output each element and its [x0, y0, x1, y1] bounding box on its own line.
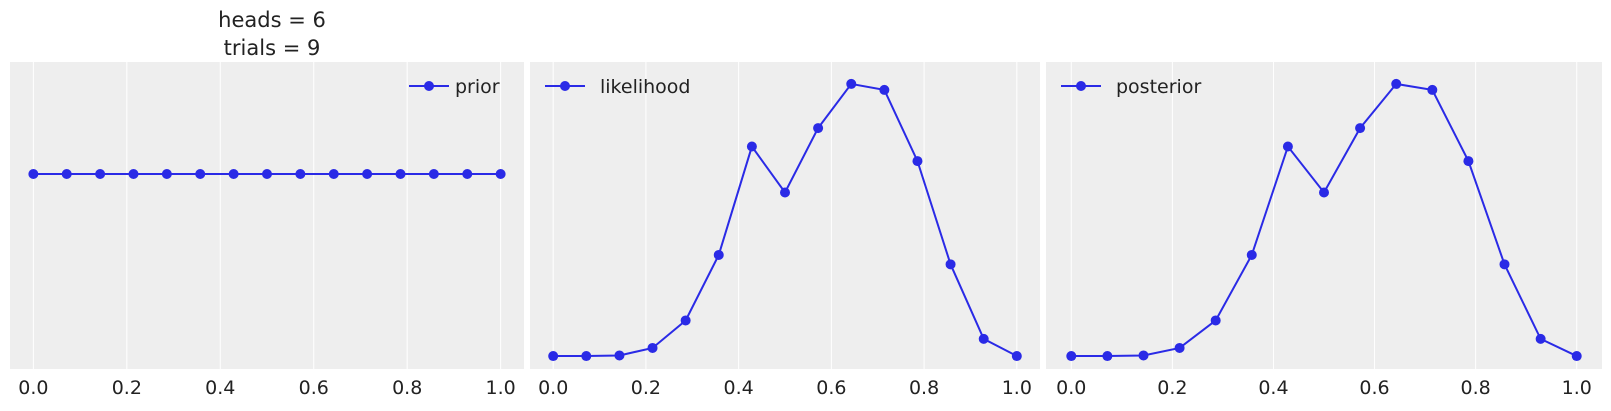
data-point [978, 333, 989, 344]
data-point [495, 168, 506, 179]
data-point [1355, 123, 1366, 134]
figure-title-line-1: heads = 6 [218, 8, 326, 32]
legend: likelihood [545, 76, 690, 98]
x-tick-label: 0.2 [1157, 377, 1187, 399]
x-tick-label: 0.4 [205, 377, 235, 399]
data-point [428, 168, 439, 179]
data-point [614, 350, 625, 361]
x-tick-label: 0.4 [1258, 377, 1288, 399]
plot-area [530, 62, 1040, 369]
data-point [548, 351, 559, 362]
data-point [95, 168, 106, 179]
plot-area [1046, 62, 1602, 369]
panel-1: 0.0 0.2 0.4 0.6 0.8 1.0 prior [10, 62, 524, 399]
legend: posterior [1061, 76, 1201, 98]
data-point [1535, 333, 1546, 344]
panels: 0.0 0.2 0.4 0.6 0.8 1.0 prior 0.0 0.2 0.4 0.6 0.8 1.… [10, 62, 1602, 399]
x-tick-label: 0.6 [299, 377, 329, 399]
x-tick-label: 0.6 [816, 377, 846, 399]
legend-label: posterior [1116, 76, 1201, 98]
x-tick-label: 0.8 [392, 377, 422, 399]
data-point [128, 168, 139, 179]
data-point [846, 78, 857, 89]
data-point [912, 156, 923, 167]
data-point [713, 249, 724, 260]
legend: prior [409, 76, 500, 98]
legend-marker [424, 81, 434, 91]
panel-3: 0.0 0.2 0.4 0.6 0.8 1.0 posterior [1046, 62, 1602, 399]
data-point [1319, 187, 1329, 198]
data-point [1138, 350, 1149, 361]
data-point [362, 168, 373, 179]
data-point [161, 168, 172, 179]
x-tick-label: 0.0 [538, 377, 568, 399]
data-point [1571, 351, 1582, 362]
data-point [1066, 351, 1077, 362]
legend-marker [1076, 81, 1086, 91]
data-point [262, 168, 272, 179]
data-point [1210, 315, 1221, 326]
x-tick-label: 1.0 [1002, 377, 1032, 399]
data-point [1391, 78, 1402, 89]
data-point [647, 342, 658, 353]
data-point [680, 315, 691, 326]
data-point [879, 84, 890, 95]
data-point [1463, 156, 1474, 167]
x-tick-label: 0.8 [1461, 377, 1491, 399]
data-point [195, 168, 206, 179]
plot-area [10, 62, 524, 369]
x-tick-label: 0.8 [909, 377, 939, 399]
data-point [1499, 259, 1510, 270]
panel-2: 0.0 0.2 0.4 0.6 0.8 1.0 likelihood [530, 62, 1040, 399]
x-tick-label: 0.0 [1056, 377, 1086, 399]
data-point [228, 168, 239, 179]
legend-marker [560, 81, 570, 91]
data-point [581, 351, 592, 362]
legend-label: prior [455, 76, 500, 98]
data-point [813, 123, 824, 134]
x-tick-label: 1.0 [486, 377, 516, 399]
x-tick-label: 1.0 [1562, 377, 1592, 399]
data-point [328, 168, 339, 179]
data-point [1102, 351, 1113, 362]
data-point [28, 168, 39, 179]
legend-label: likelihood [600, 76, 690, 98]
data-point [945, 259, 956, 270]
data-point [1282, 141, 1293, 152]
x-tick-label: 0.2 [631, 377, 661, 399]
x-tick-label: 0.6 [1359, 377, 1389, 399]
data-point [295, 168, 306, 179]
data-point [1011, 351, 1022, 362]
data-point [1174, 342, 1185, 353]
data-point [746, 141, 757, 152]
data-point [1246, 249, 1257, 260]
data-point [462, 168, 473, 179]
data-point [395, 168, 406, 179]
x-tick-label: 0.0 [18, 377, 48, 399]
x-tick-label: 0.4 [724, 377, 754, 399]
figure-title-line-2: trials = 9 [224, 36, 321, 60]
data-point [61, 168, 72, 179]
data-point [1427, 84, 1438, 95]
x-tick-label: 0.2 [112, 377, 142, 399]
data-point [780, 187, 790, 198]
